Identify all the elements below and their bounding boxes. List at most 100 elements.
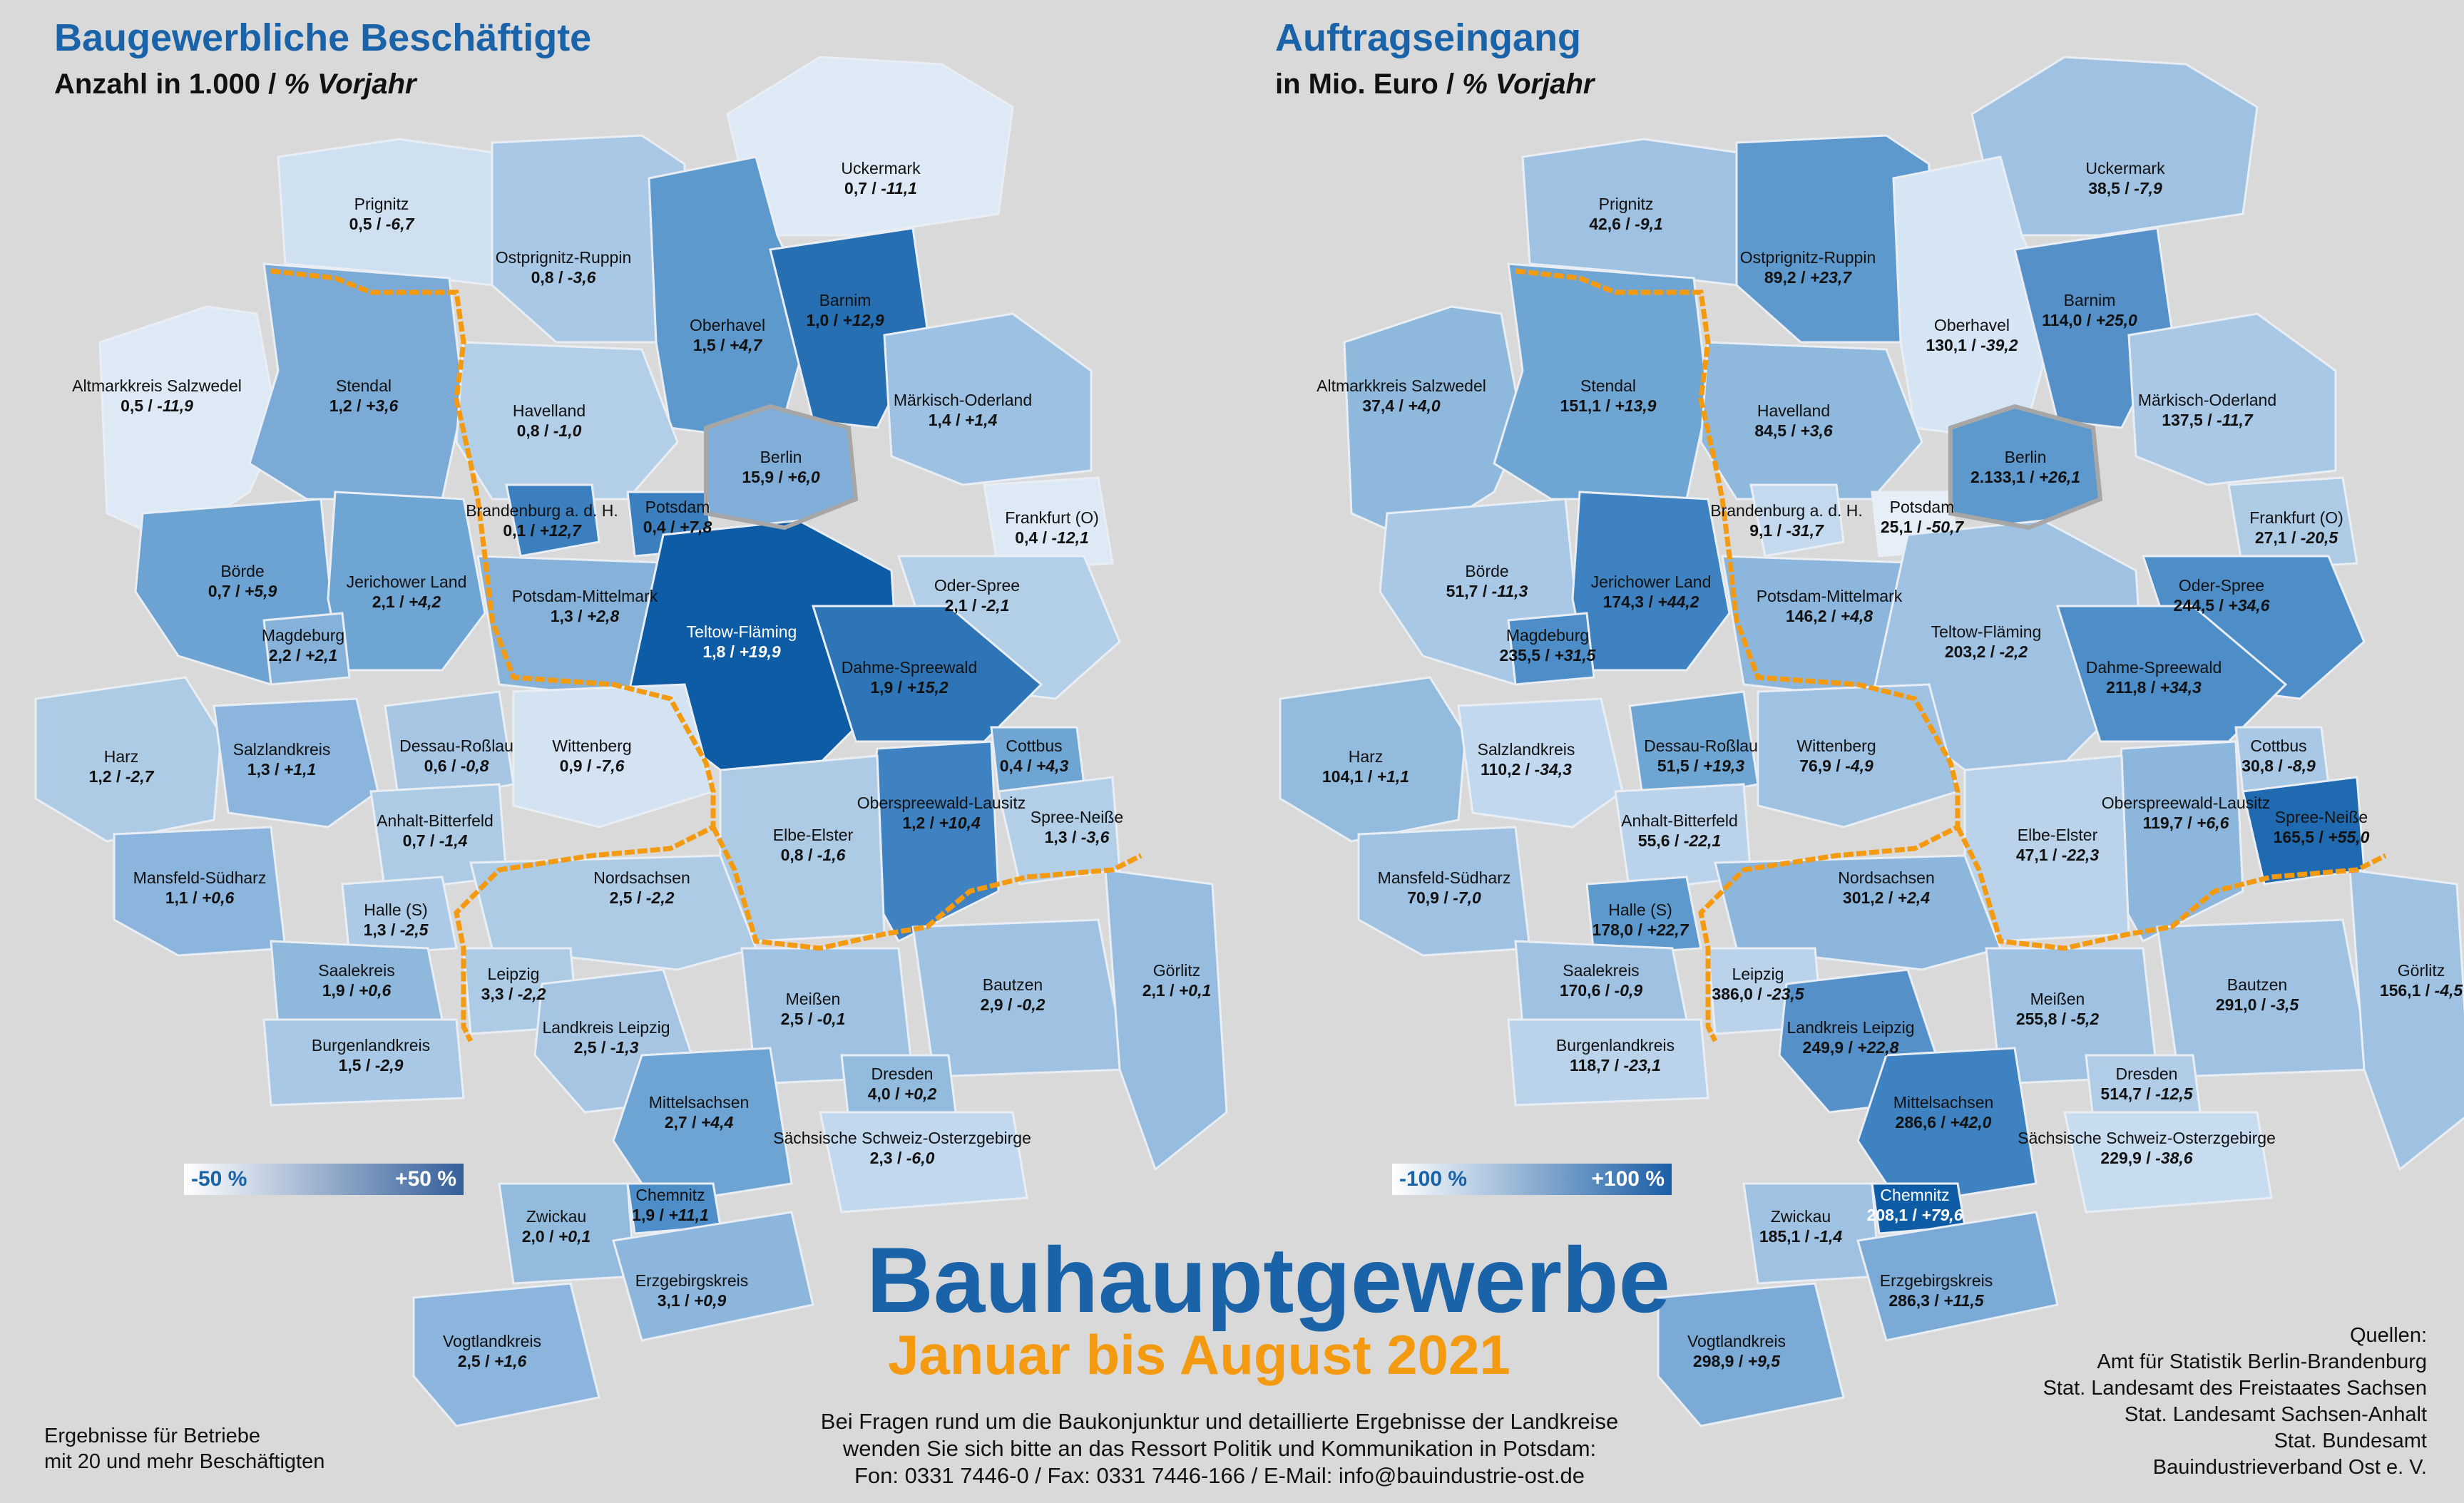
region-name: Ostprignitz-Ruppin — [1739, 248, 1876, 267]
right-region-magdeburg — [1507, 612, 1595, 686]
region-name: Dahme-Spreewald — [2085, 658, 2222, 677]
region-value: 1,2 / +10,4 — [902, 814, 981, 832]
right-label-chemnitz: Chemnitz 208,1 / +79,6 — [1867, 1185, 1963, 1225]
region-name: Halle (S) — [1608, 901, 1672, 919]
region-name: Oberspreewald-Lausitz — [2101, 794, 2271, 812]
region-name: Anhalt-Bitterfeld — [1621, 811, 1738, 830]
region-name: Märkisch-Oderland — [2137, 391, 2277, 409]
right-label-oberspreewald-lausitz: Oberspreewald-Lausitz 119,7 / +6,6 — [2102, 793, 2271, 833]
left-region-spree-neiße — [997, 776, 1121, 886]
right-region-dahme-spreewald — [2055, 605, 2288, 743]
left-region-salzlandkreis — [213, 697, 379, 829]
region-value: 151,1 / +13,9 — [1560, 396, 1657, 415]
region-value: 1,0 / +12,9 — [806, 311, 884, 329]
region-name: Ostprignitz-Ruppin — [495, 248, 632, 267]
region-value: 0,7 / -1,4 — [402, 831, 468, 850]
right-label-havelland: Havelland 84,5 / +3,6 — [1754, 401, 1832, 441]
region-name: Chemnitz — [635, 1186, 705, 1204]
region-value: 286,6 / +42,0 — [1895, 1113, 1992, 1132]
right-label-harz: Harz 104,1 / +1,1 — [1322, 747, 1409, 786]
region-name: Landkreis Leipzig — [542, 1018, 670, 1037]
region-value: 203,2 / -2,2 — [1944, 642, 2028, 661]
region-value: 1,4 / +1,4 — [928, 411, 998, 429]
region-value: 51,7 / -11,3 — [1446, 582, 1528, 600]
region-value: 0,6 / -0,8 — [424, 756, 489, 775]
region-value: 235,5 / +31,5 — [1499, 646, 1596, 665]
region-value: 1,9 / +0,6 — [322, 981, 392, 1000]
region-value: 1,2 / +3,6 — [329, 396, 399, 415]
region-value: 25,1 / -50,7 — [1880, 518, 1964, 536]
region-name: Oberhavel — [689, 316, 766, 334]
region-value: 2,9 / -0,2 — [980, 995, 1046, 1014]
region-name: Dresden — [2115, 1065, 2178, 1083]
right-legend-max: +100 % — [1591, 1167, 1665, 1191]
region-value: 244,5 / +34,6 — [2173, 596, 2270, 615]
right-region-wittenberg — [1757, 683, 1959, 829]
region-name: Vogtlandkreis — [1687, 1332, 1786, 1350]
left-label-potsdam-mittelmark: Potsdam-Mittelmark 1,3 / +2,8 — [512, 586, 658, 626]
region-value: 165,5 / +55,0 — [2273, 828, 2370, 846]
region-value: 3,3 / -2,2 — [481, 985, 546, 1003]
right-label-dessau-roßlau: Dessau-Roßlau 51,5 / +19,3 — [1644, 736, 1758, 776]
region-value: 2,1 / +4,2 — [372, 593, 441, 611]
region-value: 118,7 / -23,1 — [1570, 1056, 1661, 1074]
region-value: 185,1 / -1,4 — [1759, 1227, 1843, 1246]
region-value: 1,9 / +15,2 — [870, 678, 949, 697]
right-label-uckermark: Uckermark 38,5 / -7,9 — [2085, 158, 2164, 198]
left-label-märkisch-oderland: Märkisch-Oderland 1,4 / +1,4 — [894, 390, 1032, 430]
contact-info: Bei Fragen rund um die Baukonjunktur und… — [802, 1408, 1637, 1489]
region-value: 1,3 / +2,8 — [550, 607, 620, 625]
left-region-harz — [34, 676, 223, 843]
region-name: Burgenlandkreis — [1555, 1036, 1675, 1055]
region-name: Wittenberg — [1796, 737, 1876, 755]
region-value: 2,0 / +0,1 — [521, 1227, 591, 1246]
right-label-ostprignitz-ruppin: Ostprignitz-Ruppin 89,2 / +23,7 — [1740, 247, 1876, 287]
region-name: Uckermark — [841, 159, 921, 178]
region-name: Harz — [103, 747, 139, 766]
left-region-vogtlandkreis — [412, 1282, 600, 1427]
region-name: Oberspreewald-Lausitz — [857, 794, 1026, 812]
left-region-dahme-spreewald — [811, 605, 1043, 743]
region-name: Potsdam — [645, 498, 710, 516]
region-value: 2,5 / +1,6 — [457, 1352, 527, 1370]
left-label-oberhavel: Oberhavel 1,5 / +4,7 — [690, 315, 765, 355]
right-legend: -100 % +100 % — [1392, 1164, 1672, 1195]
left-label-elbe-elster: Elbe-Elster 0,8 / -1,6 — [773, 825, 853, 865]
region-value: 76,9 / -4,9 — [1799, 756, 1873, 775]
left-region-halle-s — [341, 876, 458, 957]
left-region-mittelsachsen — [612, 1047, 793, 1206]
left-label-brandenburg-a-d-h: Brandenburg a. d. H. 0,1 / +12,7 — [466, 501, 618, 540]
region-name: Bautzen — [2227, 975, 2288, 994]
region-name: Uckermark — [2085, 159, 2165, 178]
region-name: Nordsachsen — [593, 868, 690, 887]
region-name: Zwickau — [526, 1207, 587, 1226]
right-region-jerichower-land — [1571, 491, 1731, 672]
right-berlin-outline — [1948, 404, 2103, 530]
right-label-altmarkkreis-salzwedel: Altmarkkreis Salzwedel 37,4 / +4,0 — [1317, 376, 1486, 416]
region-name: Elbe-Elster — [2017, 826, 2098, 844]
left-region-burgenlandkreis — [262, 1018, 465, 1107]
region-value: 0,4 / +7,8 — [643, 518, 712, 536]
region-value: 2,2 / +2,1 — [268, 646, 338, 665]
region-value: 15,9 / +6,0 — [742, 468, 820, 486]
region-name: Börde — [1465, 562, 1509, 580]
left-label-burgenlandkreis: Burgenlandkreis 1,5 / -2,9 — [312, 1035, 430, 1075]
left-label-spree-neiße: Spree-Neiße 1,3 / -3,6 — [1031, 807, 1123, 847]
right-region-halle-s — [1585, 876, 1702, 957]
region-value: 2,7 / +4,4 — [664, 1113, 734, 1132]
left-label-wittenberg: Wittenberg 0,9 / -7,6 — [552, 736, 631, 776]
right-region-görlitz — [2348, 868, 2464, 1171]
footnote: Ergebnisse für Betriebe mit 20 und mehr … — [44, 1423, 324, 1474]
region-value: 84,5 / +3,6 — [1754, 421, 1833, 440]
right-region-frankfurt-o — [2227, 476, 2358, 572]
region-name: Spree-Neiße — [1030, 808, 1124, 826]
region-value: 0,5 / -6,7 — [349, 215, 414, 233]
right-label-frankfurt-o: Frankfurt (O) 27,1 / -20,5 — [2249, 508, 2343, 548]
region-value: 104,1 / +1,1 — [1322, 767, 1410, 786]
right-label-landkreis-leipzig: Landkreis Leipzig 249,9 / +22,8 — [1786, 1017, 1914, 1057]
left-region-jerichower-land — [327, 491, 486, 672]
left-map-regions — [34, 56, 1228, 1427]
left-region-nordsachsen — [469, 854, 757, 971]
right-label-görlitz: Görlitz 156,1 / -4,5 — [2380, 960, 2463, 1000]
left-label-leipzig: Leipzig 3,3 / -2,2 — [481, 964, 546, 1004]
